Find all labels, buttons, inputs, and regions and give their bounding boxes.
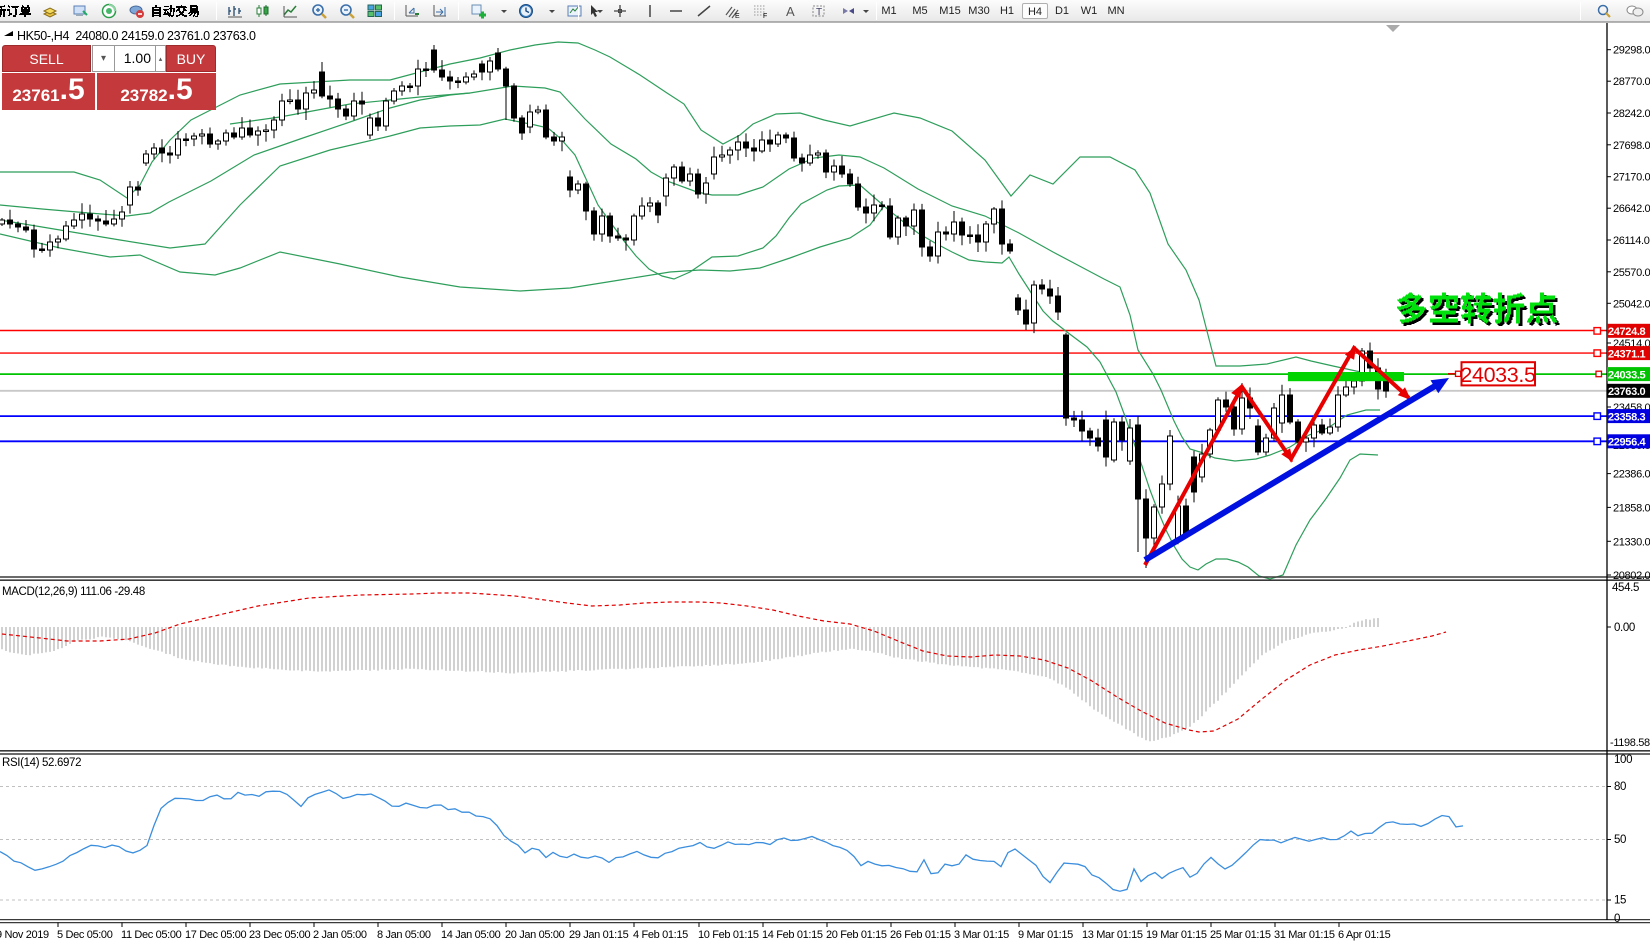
- svg-text:10 Feb 01:15: 10 Feb 01:15: [698, 929, 759, 941]
- svg-text:28242.0: 28242.0: [1613, 108, 1650, 120]
- svg-text:28770.0: 28770.0: [1613, 76, 1650, 88]
- svg-text:E: E: [735, 13, 740, 19]
- svg-text:0: 0: [1614, 913, 1620, 925]
- svg-text:26642.0: 26642.0: [1613, 203, 1650, 215]
- svg-text:24033.5: 24033.5: [1460, 363, 1536, 387]
- svg-text:20802.0: 20802.0: [1613, 570, 1650, 582]
- svg-text:21330.0: 21330.0: [1613, 536, 1650, 548]
- svg-text:8 Jan 05:00: 8 Jan 05:00: [377, 929, 431, 941]
- svg-text:RSI(14) 52.6972: RSI(14) 52.6972: [2, 757, 81, 769]
- svg-text:26 Feb 01:15: 26 Feb 01:15: [890, 929, 951, 941]
- svg-text:24371.1: 24371.1: [1608, 348, 1646, 360]
- svg-text:27698.0: 27698.0: [1613, 140, 1650, 152]
- svg-text:80: 80: [1614, 781, 1626, 793]
- svg-text:9 Nov 2019: 9 Nov 2019: [0, 929, 49, 941]
- svg-text:31 Mar 01:15: 31 Mar 01:15: [1274, 929, 1335, 941]
- svg-text:29298.0: 29298.0: [1613, 45, 1650, 57]
- svg-text:5 Dec 05:00: 5 Dec 05:00: [57, 929, 113, 941]
- svg-text:50: 50: [1614, 834, 1626, 846]
- svg-text:14 Feb 01:15: 14 Feb 01:15: [762, 929, 823, 941]
- svg-text:20 Jan 05:00: 20 Jan 05:00: [505, 929, 565, 941]
- svg-text:3 Mar 01:15: 3 Mar 01:15: [954, 929, 1009, 941]
- svg-text:19 Mar 01:15: 19 Mar 01:15: [1146, 929, 1207, 941]
- svg-text:22386.0: 22386.0: [1613, 469, 1650, 481]
- svg-text:17 Dec 05:00: 17 Dec 05:00: [185, 929, 246, 941]
- svg-text:F: F: [763, 13, 767, 19]
- svg-text:23358.3: 23358.3: [1608, 411, 1646, 423]
- svg-text:25042.0: 25042.0: [1613, 298, 1650, 310]
- svg-text:26114.0: 26114.0: [1613, 235, 1650, 247]
- svg-text:MACD(12,26,9) 111.06 -29.48: MACD(12,26,9) 111.06 -29.48: [2, 586, 145, 598]
- svg-text:25 Mar 01:15: 25 Mar 01:15: [1210, 929, 1271, 941]
- svg-text:13 Mar 01:15: 13 Mar 01:15: [1082, 929, 1143, 941]
- svg-text:A: A: [786, 4, 795, 19]
- svg-text:100: 100: [1614, 754, 1632, 766]
- svg-text:-1198.58: -1198.58: [1610, 737, 1650, 749]
- svg-text:27170.0: 27170.0: [1613, 172, 1650, 184]
- svg-text:22956.4: 22956.4: [1608, 437, 1647, 449]
- svg-text:24033.5: 24033.5: [1608, 369, 1646, 381]
- svg-text:24724.8: 24724.8: [1608, 326, 1646, 338]
- svg-text:21858.0: 21858.0: [1613, 502, 1650, 514]
- svg-text:0.00: 0.00: [1614, 622, 1635, 634]
- svg-text:23763.0: 23763.0: [1608, 386, 1646, 398]
- svg-text:15: 15: [1614, 895, 1626, 907]
- svg-text:2 Jan 05:00: 2 Jan 05:00: [313, 929, 367, 941]
- svg-text:6 Apr 01:15: 6 Apr 01:15: [1338, 929, 1391, 941]
- svg-text:9 Mar 01:15: 9 Mar 01:15: [1018, 929, 1073, 941]
- svg-text:25570.0: 25570.0: [1613, 267, 1650, 279]
- svg-text:HK50-,H4 24080.0 24159.0 2376: HK50-,H4 24080.0 24159.0 23761.0 23763.0: [17, 29, 256, 43]
- svg-text:29 Jan 01:15: 29 Jan 01:15: [569, 929, 629, 941]
- svg-text:23 Dec 05:00: 23 Dec 05:00: [249, 929, 310, 941]
- svg-text:4 Feb 01:15: 4 Feb 01:15: [633, 929, 688, 941]
- svg-text:11 Dec 05:00: 11 Dec 05:00: [121, 929, 182, 941]
- svg-text:20 Feb 01:15: 20 Feb 01:15: [826, 929, 887, 941]
- svg-text:454.5: 454.5: [1612, 582, 1639, 594]
- svg-text:14 Jan 05:00: 14 Jan 05:00: [441, 929, 501, 941]
- svg-text:T: T: [816, 7, 822, 18]
